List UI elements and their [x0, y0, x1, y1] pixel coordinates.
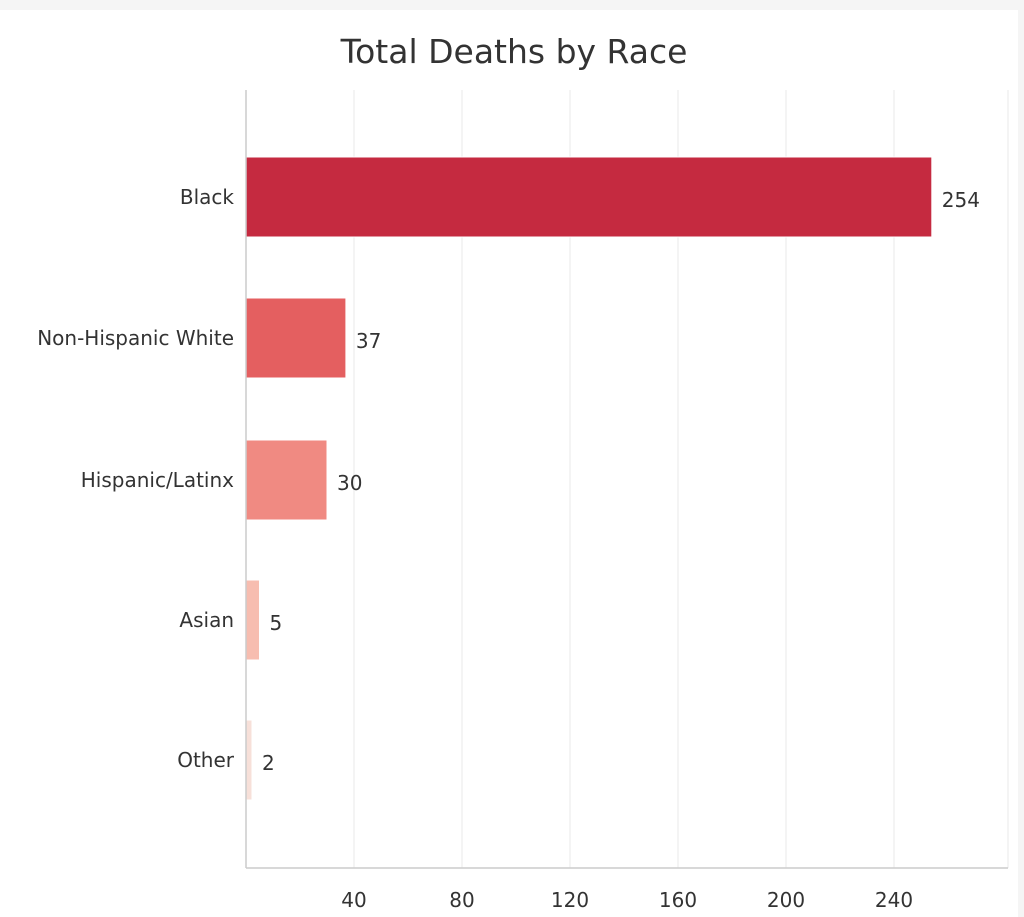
bar	[245, 719, 253, 801]
bar	[245, 579, 260, 661]
data-label: 37	[356, 329, 381, 353]
chart-title: Total Deaths by Race	[340, 32, 688, 71]
bars	[245, 156, 933, 801]
category-label: Non-Hispanic White	[37, 326, 234, 350]
x-tick-label: 200	[767, 888, 805, 912]
x-tick-label: 120	[551, 888, 589, 912]
data-label: 2	[262, 751, 275, 775]
category-label: Asian	[179, 608, 234, 632]
data-label: 254	[942, 188, 980, 212]
x-tick-label: 240	[875, 888, 913, 912]
axes	[245, 90, 1008, 869]
category-label: Hispanic/Latinx	[81, 468, 234, 492]
category-label: Other	[177, 748, 235, 772]
category-label: Black	[180, 185, 235, 209]
x-tick-label: 160	[659, 888, 697, 912]
x-tick-label: 40	[341, 888, 366, 912]
data-label: 5	[270, 611, 283, 635]
value-labels: 254 37 30 5 2	[262, 188, 980, 775]
x-tick-label: 80	[449, 888, 474, 912]
category-labels: Black Non-Hispanic White Hispanic/Latinx As…	[37, 185, 235, 772]
bar	[245, 297, 347, 379]
x-axis-ticks: 40 80 120 160 200 240	[341, 888, 913, 912]
bar	[245, 439, 328, 521]
data-label: 30	[337, 471, 362, 495]
bar	[245, 156, 933, 238]
